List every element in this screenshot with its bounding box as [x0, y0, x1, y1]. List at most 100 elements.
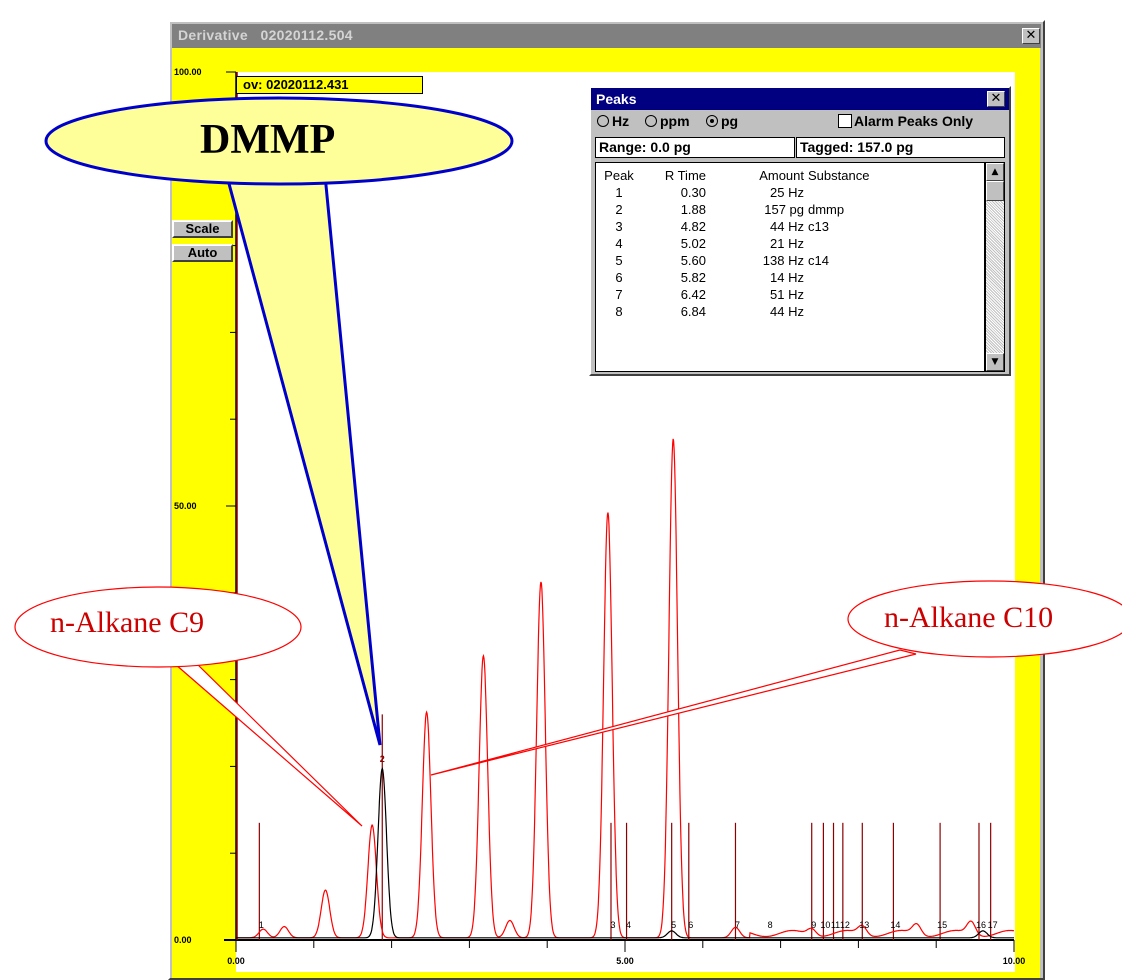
table-row[interactable]: 5 5.60 138 Hz c14: [596, 252, 984, 269]
cell-rtime: 1.88: [680, 202, 706, 217]
peak-label: 11: [831, 920, 840, 930]
peak-label: 1: [259, 920, 264, 930]
series-lines: [236, 438, 1015, 939]
peak-label: 4: [626, 920, 631, 930]
radio-ppm-circle: [645, 115, 657, 127]
cell-substance: c13: [808, 219, 829, 234]
cell-amount: 138 Hz: [762, 253, 804, 268]
dmmp-callout-pointer-joint: [231, 170, 322, 181]
table-row[interactable]: 7 6.42 51 Hz: [596, 286, 984, 303]
radio-pg-dot: [710, 119, 714, 123]
dmmp-callout-text: DMMP: [200, 117, 336, 163]
tagged-field: Tagged: 157.0 pg: [796, 137, 1005, 158]
peak-list[interactable]: Peak R Time Amount Substance 1 0.30 25 H…: [595, 162, 985, 372]
peak-label: 9: [811, 920, 816, 930]
cell-amount: 21 Hz: [770, 236, 804, 251]
dmmp-callout-bubble: [44, 96, 514, 186]
peak-label: 3: [610, 920, 615, 930]
col-rtime: R Time: [664, 168, 706, 183]
cell-substance: [804, 269, 984, 286]
cell-rtime: 5.82: [680, 270, 706, 285]
cell-substance: [804, 235, 984, 252]
cell-substance: c14: [808, 253, 829, 268]
peak-label: 14: [890, 920, 900, 930]
peak-label: 17: [988, 920, 998, 930]
peak-label: 16: [976, 920, 986, 930]
cell-rtime: 0.30: [680, 185, 706, 200]
cell-rtime: 5.02: [680, 236, 706, 251]
scroll-up-arrow-icon[interactable]: ▲: [986, 163, 1004, 181]
peak-label: 6: [688, 920, 693, 930]
cell-amount: 157 pg: [764, 202, 804, 217]
auto-button[interactable]: Auto: [172, 244, 233, 262]
peak-label: 10: [820, 920, 830, 930]
peaks-window: Peaks ✕ Hz ppm pg Alarm Peaks Only Range…: [589, 86, 1011, 376]
scroll-down-arrow-icon[interactable]: ▼: [986, 353, 1004, 371]
peak-label: 13: [859, 920, 869, 930]
cell-substance: dmmp: [808, 202, 845, 217]
peak-list-scrollbar[interactable]: ▲ ▼: [985, 162, 1005, 372]
cell-peak: 4: [615, 236, 623, 251]
table-row[interactable]: 2 1.88 157 pg dmmp: [596, 201, 984, 218]
peaks-close-button[interactable]: ✕: [987, 91, 1005, 107]
cell-rtime: 4.82: [680, 219, 706, 234]
radio-pg-label: pg: [721, 113, 739, 129]
cell-substance: [804, 184, 984, 201]
cell-amount: 14 Hz: [770, 270, 804, 285]
radio-ppm[interactable]: ppm: [645, 113, 690, 129]
table-row[interactable]: 8 6.84 44 Hz: [596, 303, 984, 320]
y-tick-label: 50.00: [174, 501, 197, 511]
cell-peak: 6: [615, 270, 623, 285]
cell-peak: 2: [615, 202, 623, 217]
alarm-checkbox-box: [838, 114, 852, 128]
y-tick-label: 100.00: [174, 67, 202, 77]
overlay-file-label: ov: 02020112.431: [236, 76, 423, 94]
cell-amount: 44 Hz: [770, 304, 804, 319]
c10-callout-bubble: [847, 580, 1122, 658]
col-amount: Amount: [759, 168, 804, 183]
cell-rtime: 5.60: [680, 253, 706, 268]
scale-button[interactable]: Scale: [172, 220, 233, 238]
range-field: Range: 0.0 pg: [595, 137, 795, 158]
peaks-titlebar[interactable]: Peaks ✕: [591, 88, 1009, 110]
series-line-black: [236, 767, 1014, 939]
alarm-label: Alarm Peaks Only: [854, 113, 974, 129]
window-titlebar[interactable]: Derivative 02020112.504 ✕: [172, 24, 1041, 48]
axes: 0.00 50.00 100.00 0.00 5.00 10.00: [174, 67, 1025, 966]
table-row[interactable]: 3 4.82 44 Hz c13: [596, 218, 984, 235]
col-peak: Peak: [604, 168, 634, 183]
peak-label: 8: [768, 920, 773, 930]
radio-hz-label: Hz: [612, 113, 630, 129]
radio-hz[interactable]: Hz: [597, 113, 629, 129]
table-row[interactable]: 4 5.02 21 Hz: [596, 235, 984, 252]
peak-label: 12: [840, 920, 850, 930]
x-tick-label: 10.00: [1003, 956, 1026, 966]
alarm-peaks-checkbox[interactable]: Alarm Peaks Only: [838, 113, 973, 129]
peak-table-header: Peak R Time Amount Substance: [596, 167, 984, 184]
cell-substance: [804, 303, 984, 320]
c10-callout-text: n-Alkane C10: [884, 601, 1054, 634]
table-row[interactable]: 6 5.82 14 Hz: [596, 269, 984, 286]
cell-peak: 7: [615, 287, 623, 302]
cell-rtime: 6.42: [680, 287, 706, 302]
peaks-title: Peaks: [596, 91, 637, 107]
cell-peak: 3: [615, 219, 623, 234]
radio-hz-circle: [597, 115, 609, 127]
radio-pg[interactable]: pg: [706, 113, 738, 129]
scroll-thumb[interactable]: [986, 181, 1004, 201]
dmmp-callout-pointer: [226, 173, 382, 746]
cell-rtime: 6.84: [680, 304, 706, 319]
peak-table: Peak R Time Amount Substance 1 0.30 25 H…: [596, 167, 984, 320]
peak-label: 15: [937, 920, 947, 930]
cell-substance: [804, 286, 984, 303]
cell-peak: 5: [615, 253, 623, 268]
window-close-button[interactable]: ✕: [1022, 28, 1040, 44]
c9-callout-text: n-Alkane C9: [50, 606, 205, 639]
c9-callout-pointer: [173, 661, 363, 827]
peak-label: 2: [380, 754, 385, 764]
window-title: Derivative 02020112.504: [178, 27, 353, 43]
col-substance: Substance: [808, 168, 870, 183]
table-row[interactable]: 1 0.30 25 Hz: [596, 184, 984, 201]
cell-amount: 51 Hz: [770, 287, 804, 302]
